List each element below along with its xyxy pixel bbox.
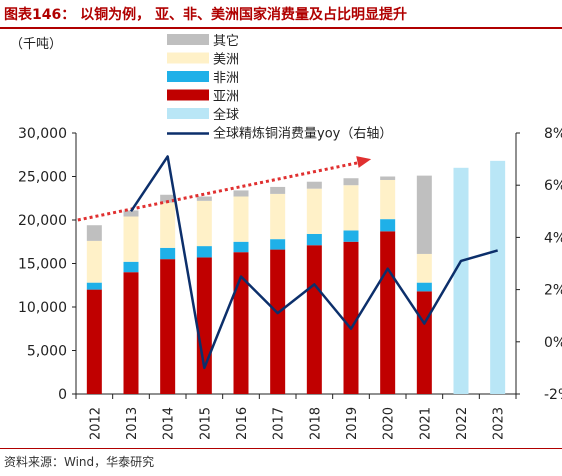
bar-美洲 [196, 200, 212, 247]
bar-其它 [196, 196, 212, 201]
title-divider [0, 27, 562, 29]
bar-其它 [306, 181, 322, 189]
right-tick-label: 0% [544, 335, 562, 351]
bar-非洲 [233, 241, 249, 253]
left-tick-label: 15,000 [18, 257, 67, 273]
x-tick-label: 2023 [492, 407, 507, 440]
bar-美洲 [123, 216, 139, 262]
bar-非洲 [343, 230, 359, 242]
trend-arrow-line [77, 160, 362, 222]
bar-亚洲 [123, 272, 139, 394]
left-tick-label: 20,000 [18, 213, 67, 229]
bar-其它 [343, 178, 359, 186]
footer-divider [0, 448, 562, 449]
left-axis-unit-label: （千吨） [10, 37, 62, 52]
legend-label: 美洲 [213, 53, 239, 68]
bar-其它 [233, 190, 249, 197]
right-tick-label: 4% [544, 230, 562, 246]
bar-全球 [453, 167, 469, 394]
legend-label: 其它 [213, 33, 239, 49]
left-tick-label: 10,000 [18, 300, 67, 316]
bar-亚洲 [380, 231, 396, 394]
bar-美洲 [233, 196, 249, 242]
bar-亚洲 [270, 249, 286, 394]
left-tick-label: 0 [58, 387, 67, 403]
bar-非洲 [270, 239, 286, 250]
left-tick-label: 5,000 [27, 344, 67, 360]
legend-swatch-其它 [167, 34, 209, 45]
bar-美洲 [343, 185, 359, 231]
bar-非洲 [416, 282, 432, 292]
bar-其它 [380, 176, 396, 180]
left-tick-label: 25,000 [18, 170, 67, 186]
legend-swatch-非洲 [167, 71, 209, 82]
bar-美洲 [306, 188, 322, 234]
x-tick-label: 2015 [198, 407, 213, 440]
x-tick-label: 2017 [272, 407, 287, 440]
bar-美洲 [160, 202, 176, 248]
bar-其它 [160, 194, 176, 203]
chart-title: 图表146： 以铜为例， 亚、非、美洲国家消费量及占比明显提升 [4, 7, 407, 23]
bar-亚洲 [306, 245, 322, 394]
x-tick-label: 2016 [235, 407, 250, 440]
x-tick-label: 2020 [382, 407, 397, 440]
right-tick-label: 6% [544, 178, 562, 194]
bar-非洲 [123, 261, 139, 273]
bar-亚洲 [196, 257, 212, 394]
x-tick-label: 2018 [308, 407, 323, 440]
bar-亚洲 [343, 241, 359, 394]
bar-其它 [270, 186, 286, 194]
bar-亚洲 [233, 252, 249, 394]
legend-swatch-美洲 [167, 52, 209, 64]
bar-其它 [416, 175, 432, 254]
bar-非洲 [306, 233, 322, 246]
legend-swatch-全球 [167, 108, 209, 119]
right-tick-label: 8% [544, 126, 562, 142]
x-tick-label: 2013 [125, 407, 140, 440]
bar-非洲 [196, 246, 212, 258]
bar-非洲 [380, 219, 396, 232]
legend-label: 非洲 [213, 71, 239, 86]
yoy-line [129, 155, 499, 370]
x-tick-label: 2012 [88, 407, 103, 440]
x-tick-label: 2021 [418, 407, 433, 440]
left-tick-label: 30,000 [18, 126, 67, 142]
bar-美洲 [86, 240, 102, 283]
legend-swatch-亚洲 [167, 89, 209, 101]
bar-全球 [490, 160, 506, 394]
bar-美洲 [270, 193, 286, 240]
legend-label: 全球 [213, 107, 239, 123]
x-tick-label: 2014 [162, 407, 177, 440]
x-tick-label: 2022 [455, 407, 470, 440]
bar-亚洲 [86, 289, 102, 394]
bar-其它 [123, 210, 139, 217]
right-tick-label: 2% [544, 283, 562, 299]
legend-label: 亚洲 [213, 90, 239, 105]
trend-arrow-head [356, 156, 372, 168]
bar-非洲 [86, 282, 102, 290]
legend-label: 全球精炼铜消费量yoy（右轴） [213, 126, 392, 142]
bar-亚洲 [160, 259, 176, 394]
bar-美洲 [380, 179, 396, 220]
x-tick-label: 2019 [345, 407, 360, 440]
source-note: 资料来源：Wind，华泰研究 [4, 455, 155, 469]
bar-非洲 [160, 247, 176, 260]
bar-美洲 [416, 253, 432, 283]
bar-亚洲 [416, 291, 432, 394]
bar-其它 [86, 225, 102, 241]
right-tick-label: -2% [544, 387, 562, 403]
